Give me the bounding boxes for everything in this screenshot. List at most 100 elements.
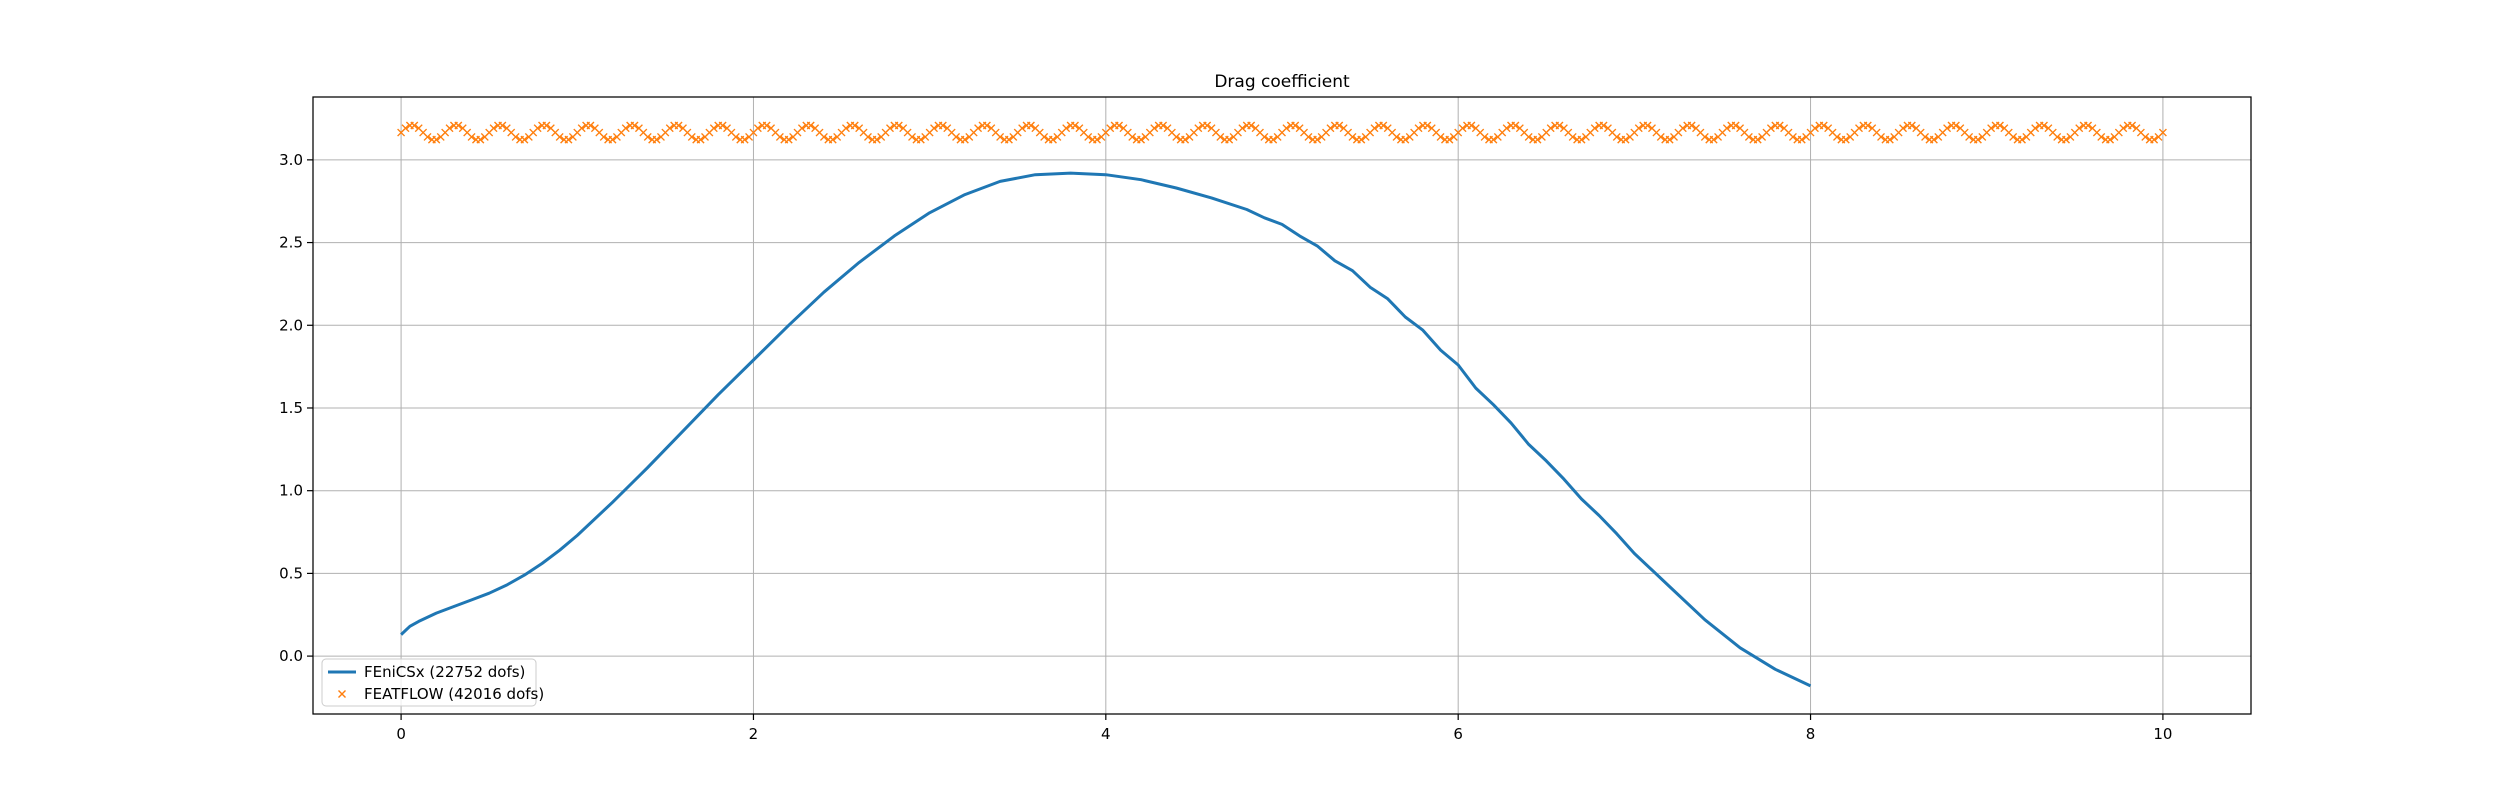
data-point-featflow	[2017, 135, 2026, 144]
chart-title: Drag coefficient	[1214, 72, 1350, 92]
grid	[313, 97, 2251, 714]
data-point-featflow	[1899, 124, 1908, 133]
data-point-featflow	[555, 132, 564, 141]
x-tick-label: 0	[396, 725, 406, 743]
data-point-featflow	[1599, 121, 1608, 130]
data-point-featflow	[1370, 124, 1379, 133]
data-point-featflow	[1401, 135, 1410, 144]
data-point-featflow	[1335, 121, 1344, 130]
data-point-featflow	[1445, 135, 1454, 144]
x-tick-label: 2	[749, 725, 759, 743]
data-point-featflow	[1810, 124, 1819, 133]
data-point-featflow	[1700, 132, 1709, 141]
data-point-featflow	[1568, 132, 1577, 141]
data-point-featflow	[577, 124, 586, 133]
data-point-featflow	[1159, 121, 1168, 130]
data-point-featflow	[1788, 132, 1797, 141]
data-point-featflow	[2106, 135, 2115, 144]
data-point-featflow	[1643, 121, 1652, 130]
data-point-featflow	[511, 132, 520, 141]
data-point-featflow	[1678, 124, 1687, 133]
data-point-featflow	[1987, 124, 1996, 133]
data-point-featflow	[1511, 121, 1520, 130]
data-point-featflow	[982, 121, 991, 130]
data-point-featflow	[1194, 124, 1203, 133]
y-tick-label: 2.5	[279, 234, 303, 252]
data-point-featflow	[1744, 132, 1753, 141]
data-point-featflow	[1150, 124, 1159, 133]
data-point-featflow	[1423, 121, 1432, 130]
data-point-featflow	[1753, 135, 1762, 144]
x-tick-label: 4	[1101, 725, 1111, 743]
data-point-featflow	[806, 121, 815, 130]
data-point-featflow	[1929, 135, 1938, 144]
legend-box	[321, 658, 537, 707]
data-point-featflow	[952, 132, 961, 141]
data-point-featflow	[1093, 135, 1102, 144]
data-point-featflow	[1995, 121, 2004, 130]
data-point-featflow	[2150, 135, 2159, 144]
data-point-featflow	[608, 135, 617, 144]
data-point-featflow	[2084, 121, 2093, 130]
data-point-featflow	[1885, 135, 1894, 144]
data-point-featflow	[762, 121, 771, 130]
data-point-featflow	[1458, 124, 1467, 133]
data-point-featflow	[1621, 135, 1630, 144]
data-point-featflow	[467, 132, 476, 141]
data-point-featflow	[1577, 135, 1586, 144]
data-point-featflow	[753, 124, 762, 133]
data-point-featflow	[775, 132, 784, 141]
axis-ticks: 0 2 4 6 8 10 0.0 0.5 1.0 1.5 2.0 2.5 3.0	[279, 151, 2172, 743]
legend-label-featflow: FEATFLOW (42016 dofs)	[364, 685, 544, 703]
data-point-featflow	[1106, 124, 1115, 133]
data-point-featflow	[908, 132, 917, 141]
data-point-featflow	[2062, 135, 2071, 144]
data-point-featflow	[1731, 121, 1740, 130]
data-point-featflow	[1709, 135, 1718, 144]
data-point-featflow	[1070, 121, 1079, 130]
data-point-featflow	[1612, 132, 1621, 141]
data-point-featflow	[1004, 135, 1013, 144]
data-point-featflow	[401, 124, 410, 133]
data-point-featflow	[1555, 121, 1564, 130]
axes-frame	[312, 96, 2252, 715]
data-point-featflow	[1414, 124, 1423, 133]
data-point-featflow	[665, 124, 674, 133]
data-point-featflow	[718, 121, 727, 130]
data-point-featflow	[1048, 135, 1057, 144]
data-point-featflow	[2158, 128, 2167, 137]
data-point-featflow	[731, 132, 740, 141]
data-point-featflow	[1115, 121, 1124, 130]
y-tick-label: 2.0	[279, 316, 303, 334]
data-point-featflow	[1665, 135, 1674, 144]
y-tick-label: 1.5	[279, 399, 303, 417]
data-point-featflow	[1590, 124, 1599, 133]
data-point-featflow	[1313, 135, 1322, 144]
data-point-featflow	[2075, 124, 2084, 133]
data-point-featflow	[1026, 121, 1035, 130]
data-point-featflow	[1225, 135, 1234, 144]
y-tick-label: 1.0	[279, 482, 303, 500]
y-tick-label: 0.5	[279, 564, 303, 582]
data-point-featflow	[1951, 121, 1960, 130]
data-point-featflow	[2097, 132, 2106, 141]
data-point-featflow	[520, 135, 529, 144]
data-point-featflow	[1040, 132, 1049, 141]
data-point-featflow	[2009, 132, 2018, 141]
data-point-featflow	[863, 132, 872, 141]
data-point-featflow	[1533, 135, 1542, 144]
data-point-featflow	[1480, 132, 1489, 141]
data-point-featflow	[850, 121, 859, 130]
data-point-featflow	[2128, 121, 2137, 130]
x-tick-label: 8	[1806, 725, 1816, 743]
data-point-featflow	[1348, 132, 1357, 141]
data-point-featflow	[960, 135, 969, 144]
data-point-featflow	[1855, 124, 1863, 133]
data-point-featflow	[1247, 121, 1256, 130]
x-tick-label: 10	[2153, 725, 2172, 743]
data-point-featflow	[1238, 124, 1247, 133]
data-point-featflow	[2031, 124, 2040, 133]
data-point-featflow	[1921, 132, 1930, 141]
data-point-featflow	[1282, 124, 1291, 133]
plot-area	[397, 121, 2167, 688]
